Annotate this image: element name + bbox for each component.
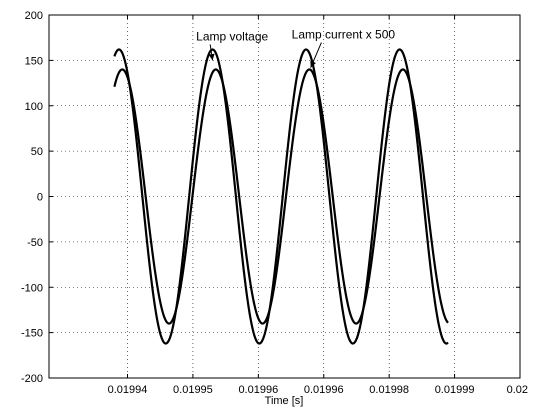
- annotation-arrowhead-2: [310, 60, 316, 68]
- y-tick-label: -100: [21, 282, 43, 294]
- grid-lines: [49, 15, 520, 378]
- annotation-label-2: Lamp current x 500: [292, 28, 396, 42]
- x-axis-ticks: 0.01994 0.01995 0.01996 0.01996 0.01998 0.019…: [108, 15, 528, 396]
- x-tick-label: 0.01999: [435, 384, 475, 396]
- x-tick-label: 0.01994: [108, 384, 148, 396]
- x-tick-label: 0.01996: [304, 384, 344, 396]
- annotation-label-1: Lamp voltage: [196, 29, 268, 43]
- x-tick-label: 0.02: [507, 384, 528, 396]
- y-tick-label: 100: [25, 101, 43, 113]
- y-tick-label: 50: [31, 146, 43, 158]
- x-tick-label: 0.01996: [238, 384, 278, 396]
- annotation-arrowhead-1: [208, 53, 215, 61]
- y-tick-label: -50: [27, 237, 43, 249]
- x-tick-label: 0.01998: [369, 384, 409, 396]
- y-tick-label: -200: [21, 373, 43, 385]
- y-tick-label: 200: [25, 10, 43, 22]
- series-line-2: [113, 68, 449, 325]
- y-tick-label: -150: [21, 328, 43, 340]
- y-axis-ticks: 200 150 100 50 0 -50 -100 -150 -200: [21, 10, 520, 385]
- series-lines: [113, 48, 449, 345]
- series-line-1: [113, 48, 449, 345]
- y-tick-label: 150: [25, 55, 43, 67]
- y-tick-label: 0: [37, 192, 43, 204]
- x-axis-label: Time [s]: [265, 395, 304, 407]
- annotations: Lamp voltage Lamp current x 500: [196, 28, 395, 68]
- x-tick-label: 0.01995: [173, 384, 213, 396]
